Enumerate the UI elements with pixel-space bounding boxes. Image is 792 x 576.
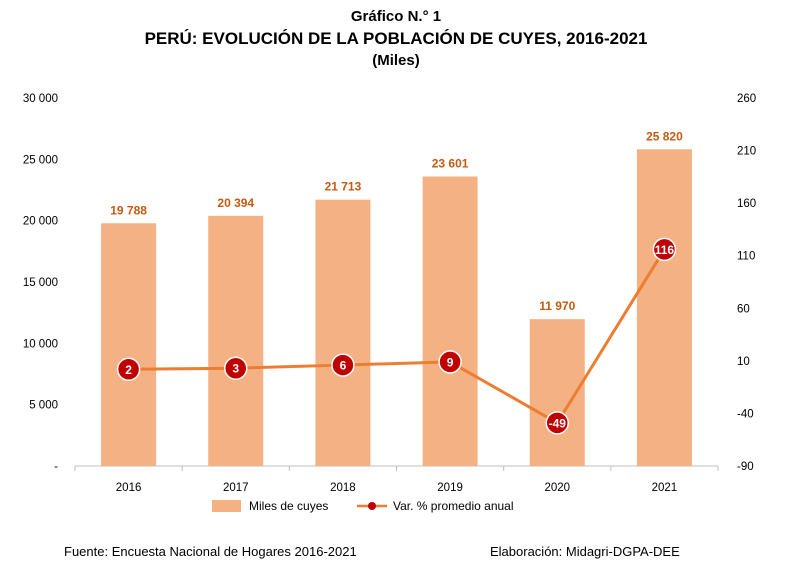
x-tick-label: 2017 — [223, 482, 249, 494]
y-right-tick-label: 60 — [737, 303, 750, 315]
y-left-tick-label: 25 000 — [23, 154, 58, 166]
bar — [636, 149, 692, 467]
chart-units: (Miles) — [372, 52, 420, 69]
y-right-tick-label: 110 — [737, 251, 755, 263]
chart-title-block: Gráfico N.° 1 PERÚ: EVOLUCIÓN DE LA POBL… — [0, 6, 792, 72]
line-point — [116, 357, 141, 382]
line-point — [652, 237, 677, 262]
legend-bar-swatch — [212, 500, 241, 512]
y-left-tick-label: 30 000 — [23, 93, 58, 105]
credit-note: Elaboración: Midagri-DGPA-DEE — [490, 544, 680, 559]
y-right-tick-label: -40 — [737, 408, 754, 420]
point-value-label: 116 — [655, 243, 675, 257]
y-left-tick-label: 10 000 — [23, 338, 58, 350]
bar-value-label: 20 394 — [217, 196, 254, 210]
line-point — [545, 411, 569, 435]
x-tick-label: 2021 — [652, 482, 678, 494]
y-left-tick-label: 5 000 — [29, 400, 58, 412]
x-tick-label: 2019 — [437, 482, 463, 494]
x-tick-label: 2016 — [116, 482, 142, 494]
y-right-tick-label: 260 — [737, 93, 756, 105]
legend-bar-label: Miles de cuyes — [249, 499, 328, 513]
y-left-tick-label: 15 000 — [23, 277, 58, 289]
line-point — [331, 353, 355, 377]
bar — [208, 215, 264, 466]
chart-title: PERÚ: EVOLUCIÓN DE LA POBLACIÓN DE CUYES… — [144, 29, 648, 48]
line-point — [438, 350, 462, 374]
point-value-label: 2 — [125, 363, 132, 377]
y-right-tick-label: 210 — [737, 146, 756, 158]
legend-line-label: Var. % promedio anual — [393, 499, 514, 513]
line-series — [128, 248, 666, 425]
y-right-tick-label: 160 — [737, 198, 756, 210]
bar — [315, 199, 371, 466]
legend-marker-swatch — [368, 502, 376, 510]
point-value-label: 6 — [340, 359, 347, 373]
bar — [422, 176, 478, 467]
y-left-tick-label: 20 000 — [23, 216, 58, 228]
bar-value-label: 11 970 — [539, 299, 575, 313]
bar-value-label: 23 601 — [432, 156, 469, 170]
bar-value-label: 25 820 — [646, 129, 683, 143]
chart-number: Gráfico N.° 1 — [350, 8, 442, 25]
point-value-label: 3 — [232, 362, 239, 376]
x-tick-label: 2020 — [544, 482, 570, 494]
point-value-label: 9 — [447, 355, 454, 369]
point-value-label: -49 — [549, 416, 567, 430]
x-tick-label: 2018 — [330, 482, 356, 494]
source-note: Fuente: Encuesta Nacional de Hogares 201… — [64, 544, 357, 559]
y-left-tick-label: - — [54, 461, 58, 473]
y-right-tick-label: 10 — [737, 356, 750, 368]
bar-value-label: 19 788 — [110, 203, 147, 217]
y-right-tick-label: -90 — [737, 461, 754, 473]
line-point — [224, 356, 248, 380]
bar — [101, 223, 157, 466]
bar-value-label: 21 713 — [325, 180, 362, 194]
